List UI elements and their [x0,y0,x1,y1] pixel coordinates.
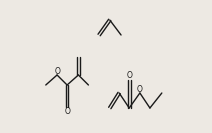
Text: O: O [54,67,60,76]
Text: O: O [65,107,71,116]
Text: O: O [137,84,143,93]
Text: O: O [127,71,133,80]
